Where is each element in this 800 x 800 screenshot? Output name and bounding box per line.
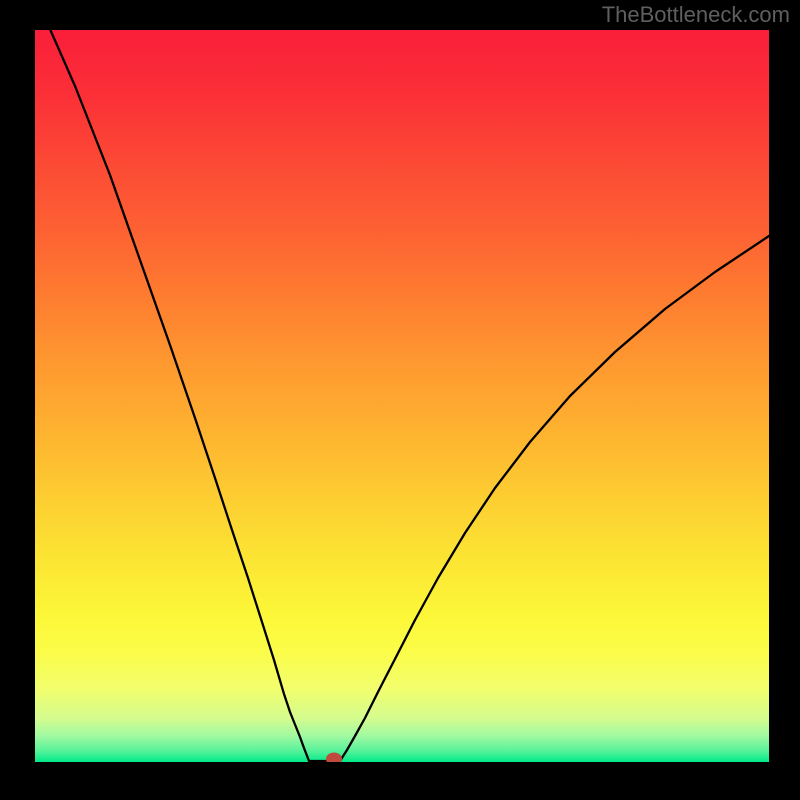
curve-path — [35, 30, 769, 761]
attribution-watermark: TheBottleneck.com — [602, 2, 790, 28]
bottleneck-curve — [35, 30, 769, 762]
optimum-marker — [326, 753, 342, 763]
chart-plot-area — [35, 30, 769, 762]
